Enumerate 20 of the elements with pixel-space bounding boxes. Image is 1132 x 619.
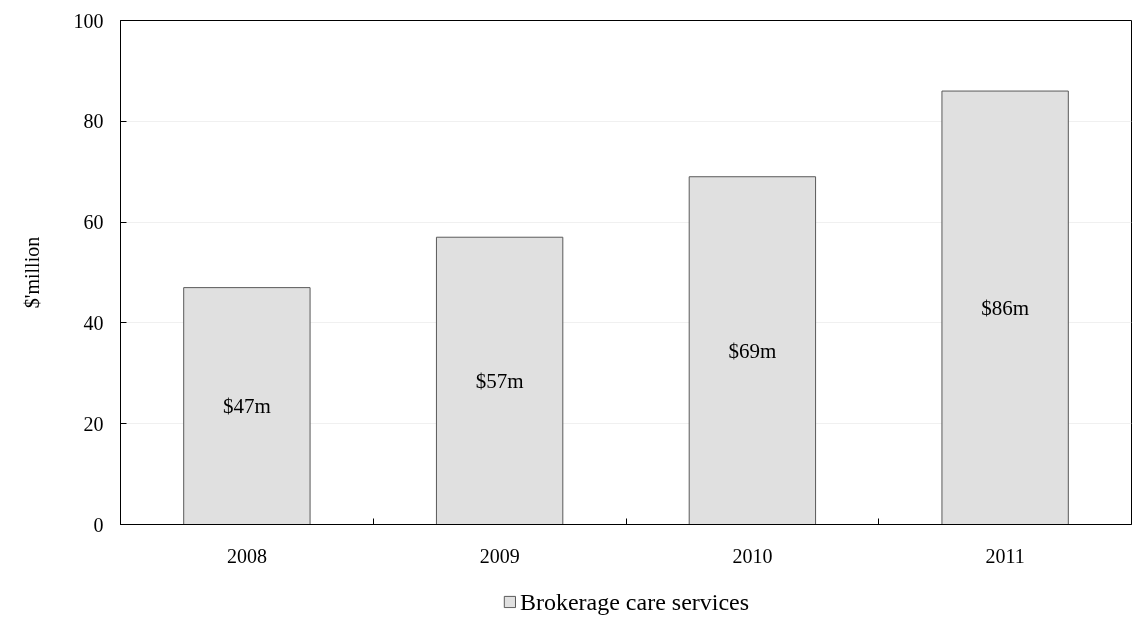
- y-tick-label: 80: [83, 110, 104, 133]
- bar: [688, 176, 817, 525]
- y-tick-label: 60: [83, 211, 104, 234]
- x-tick-label: 2008: [226, 544, 267, 567]
- y-tick-label: 40: [83, 311, 104, 334]
- bar: [183, 287, 311, 525]
- legend-label: Brokerage care services: [519, 588, 750, 615]
- x-tick-label: 2010: [732, 544, 773, 567]
- y-tick-label: 100: [73, 9, 104, 32]
- data-label: $86m: [981, 295, 1030, 320]
- y-tick-label: 0: [93, 513, 104, 536]
- y-axis-title: $'million: [20, 236, 43, 309]
- bar: [941, 90, 1069, 525]
- data-label: $69m: [728, 338, 777, 363]
- data-label: $47m: [222, 394, 271, 419]
- bar: [435, 236, 564, 525]
- data-label: $57m: [475, 368, 524, 393]
- x-tick-label: 2009: [479, 544, 520, 567]
- y-tick-label: 20: [83, 412, 104, 435]
- x-tick-label: 2011: [985, 544, 1025, 567]
